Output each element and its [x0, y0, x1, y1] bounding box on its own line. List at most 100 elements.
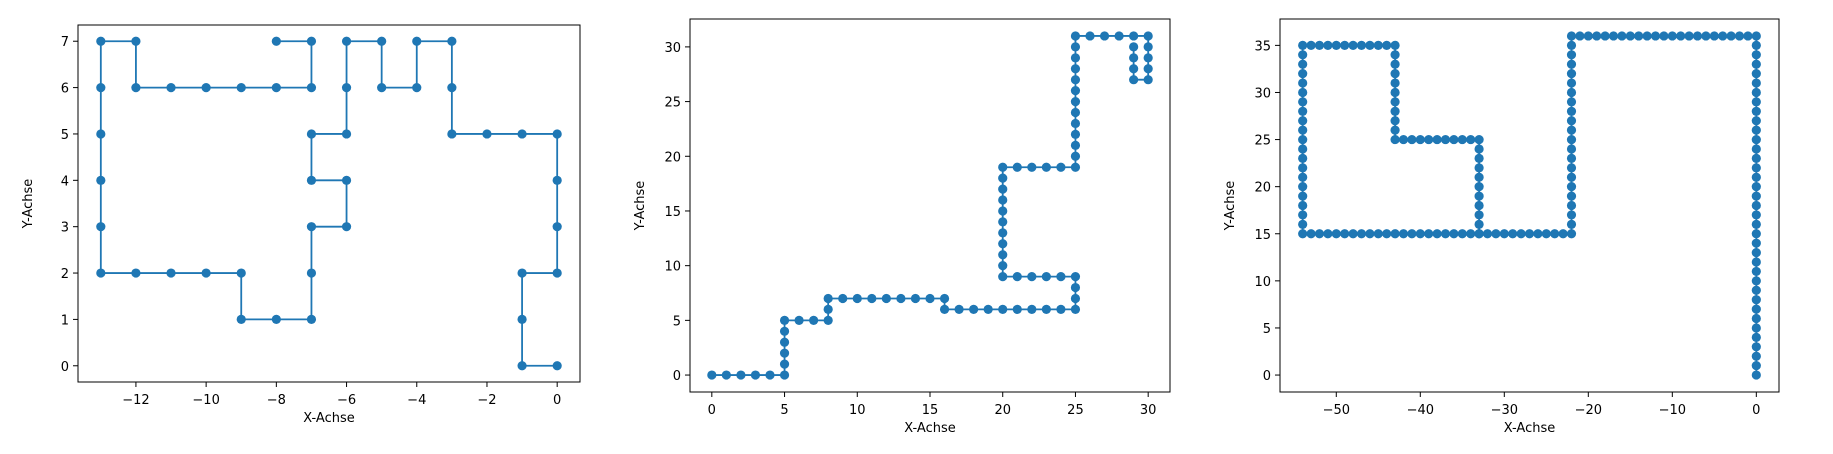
data-point	[552, 268, 562, 278]
data-point	[1070, 162, 1081, 172]
data-point	[1566, 200, 1577, 211]
data-point	[552, 222, 562, 232]
data-point	[1070, 31, 1081, 41]
data-point	[1041, 162, 1051, 172]
data-point	[1382, 40, 1392, 50]
data-point	[1566, 229, 1577, 239]
data-point	[306, 268, 317, 278]
data-point	[1751, 59, 1761, 69]
data-point	[1027, 272, 1037, 282]
data-point	[1583, 31, 1593, 41]
data-point	[1340, 229, 1350, 239]
data-point	[896, 293, 906, 304]
data-point	[1566, 116, 1577, 126]
data-point	[96, 222, 106, 232]
data-point	[1390, 229, 1400, 239]
data-point	[1041, 272, 1051, 282]
data-point	[482, 129, 492, 139]
data-point	[166, 82, 176, 93]
y-tick-label: 15	[1254, 228, 1271, 243]
data-point	[707, 370, 717, 380]
y-tick-label: 35	[1254, 39, 1271, 54]
data-point	[1466, 134, 1476, 145]
data-point	[1751, 248, 1761, 258]
axes-frame	[689, 18, 1171, 393]
series-line	[1301, 35, 1758, 376]
data-point	[779, 370, 790, 380]
data-point	[1751, 50, 1761, 60]
data-point	[1751, 210, 1761, 220]
data-point	[1751, 200, 1761, 211]
data-point	[1415, 134, 1425, 145]
x-tick-label: −4	[407, 393, 426, 408]
data-point	[998, 239, 1008, 249]
series-line	[99, 40, 559, 367]
data-point	[1751, 238, 1761, 248]
data-point	[1625, 31, 1635, 41]
data-point	[1099, 31, 1110, 41]
data-point	[1608, 31, 1619, 41]
data-point	[1129, 75, 1139, 85]
data-point	[1298, 87, 1308, 98]
y-tick-label: 4	[61, 174, 69, 189]
data-point	[1298, 59, 1308, 69]
data-point	[1751, 134, 1761, 145]
data-point	[779, 348, 790, 358]
data-point	[1474, 134, 1484, 145]
data-point	[1751, 257, 1761, 267]
data-point	[1390, 40, 1400, 50]
data-point	[1709, 31, 1719, 41]
y-tick-label: 0	[1263, 369, 1271, 384]
data-point	[1449, 229, 1459, 239]
data-point	[779, 326, 790, 336]
y-tick-label: 20	[1254, 181, 1271, 196]
data-point	[998, 173, 1008, 183]
data-point	[1143, 42, 1153, 52]
data-point	[809, 315, 819, 325]
data-point	[1085, 31, 1095, 41]
data-point	[1617, 31, 1627, 41]
data-point	[1323, 40, 1333, 50]
data-point	[1508, 229, 1518, 239]
data-point	[1424, 229, 1434, 239]
data-point	[377, 36, 387, 46]
x-tick-label: 10	[849, 403, 866, 418]
data-point	[1070, 96, 1081, 107]
data-point	[1331, 229, 1341, 239]
data-point	[1348, 229, 1358, 239]
data-point	[1070, 107, 1081, 118]
data-point	[1298, 106, 1308, 116]
data-point	[306, 222, 317, 232]
data-point	[925, 293, 935, 304]
data-point	[1298, 144, 1308, 154]
data-point	[823, 315, 833, 325]
data-point	[910, 293, 921, 304]
data-point	[1070, 64, 1081, 74]
data-point	[306, 314, 317, 325]
data-point	[1398, 229, 1409, 239]
data-point	[1667, 31, 1677, 41]
data-point	[236, 268, 246, 278]
data-point	[1129, 64, 1139, 74]
y-tick-label: 2	[61, 267, 69, 282]
data-point	[412, 82, 422, 93]
data-point	[1129, 42, 1139, 52]
data-point	[1331, 40, 1341, 50]
x-axis-label: X-Achse	[904, 421, 956, 436]
data-point	[939, 304, 950, 315]
data-point	[998, 184, 1008, 194]
data-point	[838, 293, 848, 304]
x-tick-label: 5	[780, 403, 788, 418]
data-point	[1474, 229, 1484, 239]
data-point	[1751, 191, 1761, 201]
x-tick-label: −40	[1407, 403, 1434, 418]
data-point	[823, 304, 833, 315]
data-point	[306, 129, 317, 139]
data-point	[236, 314, 246, 325]
data-point	[271, 314, 281, 325]
data-point	[1390, 69, 1400, 79]
data-point	[1566, 182, 1577, 192]
data-point	[1550, 229, 1560, 239]
series-line	[711, 35, 1150, 376]
data-point	[412, 36, 422, 46]
